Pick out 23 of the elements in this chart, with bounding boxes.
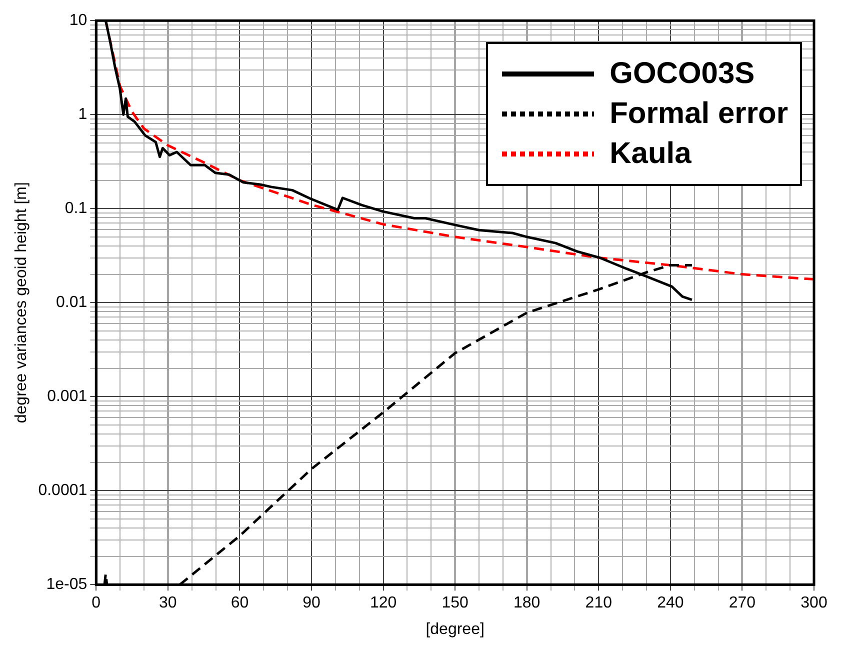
y-tick-label: 0.1 [64,200,88,218]
y-tick-label: 10 [69,12,88,30]
x-axis-title: [degree] [426,620,484,638]
x-tick-label: 120 [370,594,397,612]
legend-label: Kaula [610,136,692,172]
legend-label: GOCO03S [610,56,755,92]
x-tick-label: 30 [159,594,177,612]
x-tick-label: 0 [92,594,101,612]
y-tick-label: 0.01 [56,294,88,312]
x-tick-label: 180 [514,594,540,612]
y-tick-label: 0.0001 [38,482,88,500]
x-tick-label: 60 [230,594,249,612]
x-tick-label: 90 [302,594,320,612]
x-tick-label: 210 [585,594,612,612]
x-tick-label: 150 [442,594,469,612]
legend-label: Formal error [610,96,788,132]
x-tick-label: 300 [800,594,828,612]
y-tick-label: 1 [78,106,88,124]
x-tick-label: 240 [657,594,684,612]
x-tick-label: 270 [728,594,756,612]
y-tick-label: 1e-05 [46,576,88,594]
y-tick-label: 0.001 [47,388,88,406]
y-axis-title: degree variances geoid height [m] [13,182,30,424]
